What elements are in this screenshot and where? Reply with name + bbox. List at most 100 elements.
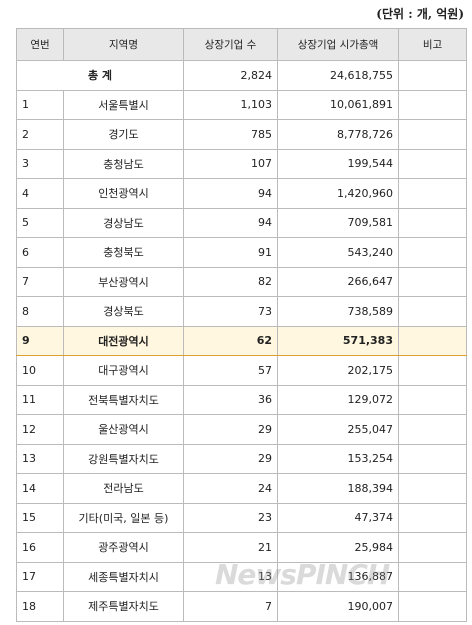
remark-cell bbox=[398, 384, 467, 415]
company-count: 36 bbox=[183, 384, 278, 415]
total-label: 총 계 bbox=[16, 60, 184, 91]
company-count: 24 bbox=[183, 473, 278, 504]
remark-cell bbox=[398, 266, 467, 297]
market-cap: 25,984 bbox=[277, 532, 399, 563]
company-count: 82 bbox=[183, 266, 278, 297]
market-cap: 709,581 bbox=[277, 207, 399, 238]
data-row: 4 인천광역시 94 1,420,960 bbox=[16, 178, 467, 209]
remark-cell bbox=[398, 532, 467, 563]
row-number: 17 bbox=[16, 561, 64, 592]
data-row: 3 충청남도 107 199,544 bbox=[16, 148, 467, 179]
row-number: 4 bbox=[16, 178, 64, 209]
header-row: 연번 지역명 상장기업 수 상장기업 시가총액 비고 bbox=[16, 28, 467, 61]
data-row: 16 광주광역시 21 25,984 bbox=[16, 532, 467, 563]
row-number: 5 bbox=[16, 207, 64, 238]
data-row: 7 부산광역시 82 266,647 bbox=[16, 266, 467, 297]
market-cap: 153,254 bbox=[277, 443, 399, 474]
data-row: 2 경기도 785 8,778,726 bbox=[16, 119, 467, 150]
data-row: 15 기타(미국, 일본 등) 23 47,374 bbox=[16, 502, 467, 533]
region-name: 전라남도 bbox=[63, 473, 184, 504]
row-number: 1 bbox=[16, 89, 64, 120]
region-name: 경기도 bbox=[63, 119, 184, 150]
row-number: 13 bbox=[16, 443, 64, 474]
row-number: 14 bbox=[16, 473, 64, 504]
market-cap: 266,647 bbox=[277, 266, 399, 297]
remark-cell bbox=[398, 89, 467, 120]
header-cell: 비고 bbox=[398, 28, 467, 61]
remark-cell bbox=[398, 148, 467, 179]
company-count: 73 bbox=[183, 296, 278, 327]
remark-cell bbox=[398, 207, 467, 238]
company-count: 57 bbox=[183, 355, 278, 386]
company-count: 23 bbox=[183, 502, 278, 533]
data-row: 10 대구광역시 57 202,175 bbox=[16, 355, 467, 386]
market-cap: 8,778,726 bbox=[277, 119, 399, 150]
region-name: 경상남도 bbox=[63, 207, 184, 238]
header-cell: 상장기업 시가총액 bbox=[277, 28, 399, 61]
row-number: 9 bbox=[16, 325, 64, 356]
remark-cell bbox=[398, 119, 467, 150]
data-row: 13 강원특별자치도 29 153,254 bbox=[16, 443, 467, 474]
market-cap: 571,383 bbox=[277, 325, 399, 356]
data-row: 1 서울특별시 1,103 10,061,891 bbox=[16, 89, 467, 120]
header-cell: 지역명 bbox=[63, 28, 184, 61]
market-cap: 188,394 bbox=[277, 473, 399, 504]
table-body: 총 계 2,824 24,618,755 1 서울특별시 1,103 10,061,891 2… bbox=[16, 60, 467, 622]
unit-note: (단위 : 개, 억원) bbox=[376, 7, 464, 21]
data-row: 11 전북특별자치도 36 129,072 bbox=[16, 384, 467, 415]
remark-cell bbox=[398, 473, 467, 504]
remark-cell bbox=[398, 178, 467, 209]
region-name: 충청남도 bbox=[63, 148, 184, 179]
row-number: 7 bbox=[16, 266, 64, 297]
header-cell: 상장기업 수 bbox=[183, 28, 278, 61]
row-number: 11 bbox=[16, 384, 64, 415]
data-row: 5 경상남도 94 709,581 bbox=[16, 207, 467, 238]
market-cap: 543,240 bbox=[277, 237, 399, 268]
company-count: 785 bbox=[183, 119, 278, 150]
remark-cell bbox=[398, 591, 467, 622]
remark-cell bbox=[398, 325, 467, 356]
total-count: 2,824 bbox=[183, 60, 278, 91]
row-number: 18 bbox=[16, 591, 64, 622]
row-number: 2 bbox=[16, 119, 64, 150]
region-name: 인천광역시 bbox=[63, 178, 184, 209]
company-count: 107 bbox=[183, 148, 278, 179]
data-row: 9 대전광역시 62 571,383 bbox=[16, 325, 467, 356]
market-cap: 738,589 bbox=[277, 296, 399, 327]
company-count: 91 bbox=[183, 237, 278, 268]
region-name: 충청북도 bbox=[63, 237, 184, 268]
region-name: 제주특별자치도 bbox=[63, 591, 184, 622]
company-count: 13 bbox=[183, 561, 278, 592]
company-count: 94 bbox=[183, 178, 278, 209]
total-cap: 24,618,755 bbox=[277, 60, 399, 91]
market-cap: 255,047 bbox=[277, 414, 399, 445]
row-number: 6 bbox=[16, 237, 64, 268]
data-row: 14 전라남도 24 188,394 bbox=[16, 473, 467, 504]
company-count: 62 bbox=[183, 325, 278, 356]
row-number: 15 bbox=[16, 502, 64, 533]
market-cap: 10,061,891 bbox=[277, 89, 399, 120]
remark-cell bbox=[398, 502, 467, 533]
remark-cell bbox=[398, 561, 467, 592]
market-cap: 202,175 bbox=[277, 355, 399, 386]
row-number: 12 bbox=[16, 414, 64, 445]
company-count: 94 bbox=[183, 207, 278, 238]
region-name: 서울특별시 bbox=[63, 89, 184, 120]
row-number: 8 bbox=[16, 296, 64, 327]
market-cap: 190,007 bbox=[277, 591, 399, 622]
data-row: 12 울산광역시 29 255,047 bbox=[16, 414, 467, 445]
region-name: 광주광역시 bbox=[63, 532, 184, 563]
row-number: 16 bbox=[16, 532, 64, 563]
data-row: 6 충청북도 91 543,240 bbox=[16, 237, 467, 268]
row-number: 3 bbox=[16, 148, 64, 179]
remark-cell bbox=[398, 296, 467, 327]
region-name: 부산광역시 bbox=[63, 266, 184, 297]
remark-cell bbox=[398, 60, 467, 91]
company-count: 29 bbox=[183, 443, 278, 474]
market-cap: 47,374 bbox=[277, 502, 399, 533]
data-row: 17 세종특별자치시 13 136,887 bbox=[16, 561, 467, 592]
company-count: 1,103 bbox=[183, 89, 278, 120]
region-name: 대전광역시 bbox=[63, 325, 184, 356]
region-name: 울산광역시 bbox=[63, 414, 184, 445]
